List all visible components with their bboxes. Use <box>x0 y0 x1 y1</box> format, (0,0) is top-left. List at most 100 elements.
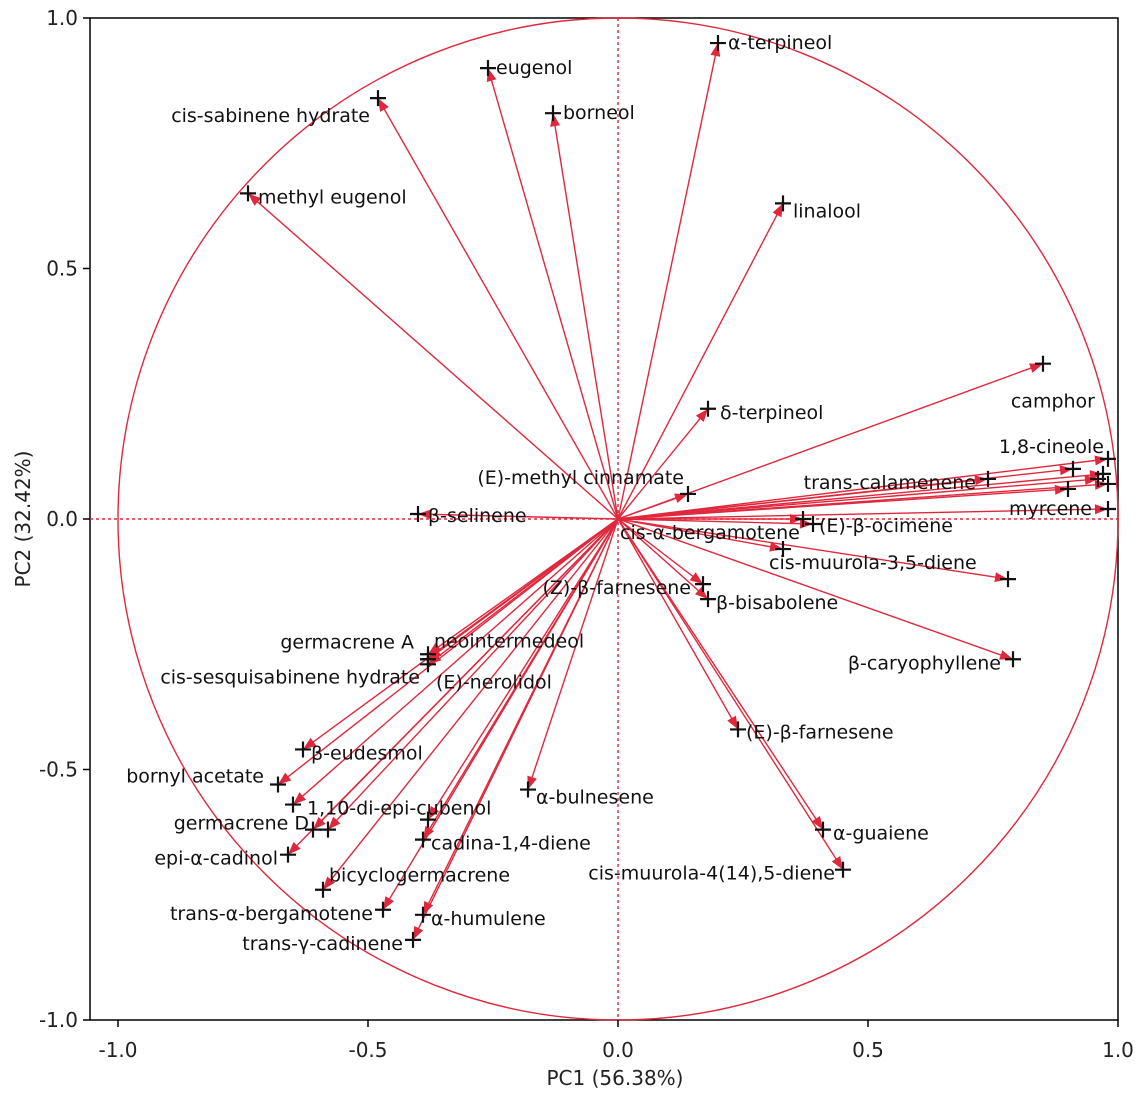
point-marker <box>700 400 716 417</box>
point-label: cis-sesquisabinene hydrate <box>160 666 420 688</box>
x-tick-label: 0.0 <box>602 1038 634 1062</box>
point-label: δ-terpineol <box>720 402 823 424</box>
vector-arrowhead <box>1089 470 1103 481</box>
point-marker <box>1100 475 1116 492</box>
loading-vector <box>617 518 784 550</box>
y-tick-label: -1.0 <box>39 1008 78 1032</box>
loading-vector <box>292 518 619 806</box>
point-label: methyl eugenol <box>258 186 407 208</box>
loading-vector <box>617 518 814 525</box>
vector-arrowhead <box>323 876 336 890</box>
point-marker <box>405 931 421 948</box>
vector-arrowhead <box>772 203 783 218</box>
x-tick-label: 1.0 <box>1102 1038 1134 1062</box>
point-label: cis-α-bergamotene <box>620 522 800 544</box>
point-label: α-guaiene <box>833 823 929 845</box>
loading-vector <box>247 192 619 520</box>
point-marker <box>775 541 791 558</box>
vector-arrowhead <box>378 98 389 112</box>
loading-vector <box>617 473 1104 520</box>
loading-vector <box>552 113 619 520</box>
vector-arrowhead <box>974 475 988 486</box>
vector-arrowhead <box>328 816 341 830</box>
point-label: α-humulene <box>431 908 546 930</box>
point-marker <box>280 846 296 863</box>
x-tick-label: 0.5 <box>852 1038 884 1062</box>
vector-arrowhead <box>999 650 1013 660</box>
y-tick-label: -0.5 <box>39 758 78 782</box>
x-tick-label: -1.0 <box>98 1038 137 1062</box>
point-marker <box>795 511 811 527</box>
point-marker <box>520 781 536 798</box>
point-label: cis-muurola-4(14),5-diene <box>588 863 835 885</box>
loading-vector <box>617 42 719 520</box>
point-marker <box>815 821 831 838</box>
vector-arrowhead <box>1029 363 1043 373</box>
vector-arrowhead <box>1094 455 1108 466</box>
point-marker <box>1100 500 1116 517</box>
loading-vector <box>302 518 619 751</box>
point-label: β-selinene <box>428 505 527 527</box>
vector-arrowhead <box>413 925 424 940</box>
point-marker <box>1095 465 1111 482</box>
point-label: epi-α-cadinol <box>154 848 278 870</box>
point-marker <box>295 741 311 758</box>
point-marker <box>700 591 716 608</box>
point-marker <box>305 821 321 838</box>
vector-arrowhead <box>278 772 292 785</box>
point-marker <box>545 105 561 122</box>
point-label: cadina-1,4-diene <box>431 833 591 855</box>
vector-arrowhead <box>248 193 262 206</box>
point-marker <box>695 576 711 593</box>
point-label: (E)-methyl cinnamate <box>477 467 684 489</box>
point-marker <box>420 656 436 673</box>
loading-vector <box>617 518 704 585</box>
point-label: myrcene <box>1009 498 1092 520</box>
y-tick-label: 0.5 <box>46 257 78 281</box>
point-label: trans-γ-cadinene <box>242 933 403 955</box>
vector-arrowhead <box>383 896 394 910</box>
loading-vector <box>277 518 619 786</box>
point-label: cis-muurola-3,5-diene <box>769 552 977 574</box>
loading-vector <box>287 518 619 856</box>
loading-vector <box>617 478 1099 520</box>
loading-vector <box>617 518 1009 580</box>
point-label: cis-sabinene hydrate <box>171 105 370 127</box>
point-label: linalool <box>793 200 861 222</box>
vector-arrowhead <box>288 841 301 855</box>
point-label: camphor <box>1011 391 1095 413</box>
loading-vector <box>617 468 1074 520</box>
vector-arrowhead <box>550 113 560 127</box>
point-label: bornyl acetate <box>126 766 264 788</box>
point-marker <box>680 485 696 502</box>
vector-arrowhead <box>303 737 317 750</box>
point-label: trans-calamenene <box>804 472 976 494</box>
loading-vector <box>427 518 619 820</box>
loading-vector <box>412 518 619 941</box>
point-label: α-terpineol <box>728 32 832 54</box>
point-marker <box>1065 460 1081 477</box>
point-label: β-eudesmol <box>311 742 423 764</box>
point-label: (E)-β-ocimene <box>819 515 953 537</box>
loading-vector <box>617 518 824 831</box>
point-marker <box>270 776 286 793</box>
point-label: 1,10-di-epi-cubenol <box>307 798 491 820</box>
point-label: trans-α-bergamotene <box>170 903 373 925</box>
point-label: germacrene D <box>174 813 309 835</box>
x-tick-label: -0.5 <box>348 1038 387 1062</box>
point-label: α-bulnesene <box>536 787 654 809</box>
point-marker <box>835 861 851 878</box>
loading-vector <box>617 518 709 600</box>
point-marker <box>410 505 426 522</box>
vector-arrowhead <box>674 493 688 504</box>
point-marker <box>480 60 496 77</box>
loading-vector <box>322 518 619 891</box>
vector-arrowhead <box>831 856 843 870</box>
y-axis-title: PC2 (32.42%) <box>11 451 35 588</box>
point-marker <box>775 195 791 212</box>
vector-arrowhead <box>994 572 1008 583</box>
loading-vector <box>617 203 784 520</box>
point-marker <box>375 901 391 918</box>
point-label: neointermedeol <box>434 630 584 652</box>
